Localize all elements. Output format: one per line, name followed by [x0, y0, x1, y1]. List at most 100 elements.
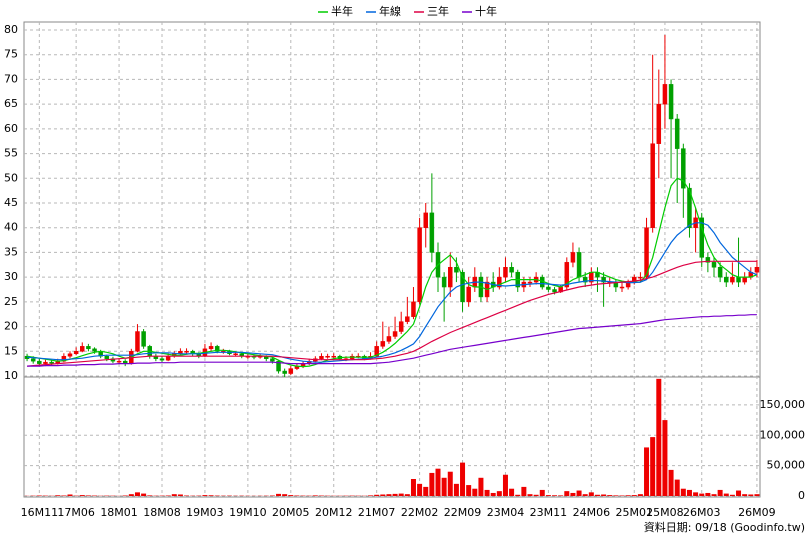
candle-body	[185, 351, 189, 352]
candle-body	[209, 346, 213, 348]
volume-bar	[712, 494, 717, 496]
candle-body	[117, 361, 121, 362]
y-tick-label: 55	[4, 147, 18, 160]
volume-bar	[423, 487, 428, 496]
candle-body	[467, 287, 471, 302]
x-tick-label: 22M02	[401, 506, 439, 519]
volume-bar	[313, 495, 318, 496]
y-tick-label: 60	[4, 122, 18, 135]
candle-body	[424, 213, 428, 228]
volume-bar	[55, 495, 60, 496]
candle-body	[669, 84, 673, 119]
volume-bar	[491, 493, 496, 496]
volume-bar	[466, 485, 471, 496]
volume-bar	[399, 494, 404, 496]
candle-body	[528, 282, 532, 283]
volume-bar	[662, 420, 667, 496]
volume-bar	[626, 495, 631, 496]
candle-body	[442, 277, 446, 287]
volume-bar	[607, 495, 612, 496]
volume-bar	[577, 491, 582, 496]
candle-body	[86, 346, 90, 348]
candle-body	[743, 277, 747, 282]
volume-bar	[693, 492, 698, 496]
candle-body	[730, 277, 734, 282]
volume-bar	[503, 475, 508, 496]
x-tick-label: 19M10	[229, 506, 267, 519]
volume-bar	[172, 494, 177, 496]
candle-body	[387, 336, 391, 341]
candle-body	[651, 144, 655, 228]
volume-bar	[178, 494, 183, 496]
candle-body	[553, 290, 557, 292]
candle-body	[74, 351, 78, 353]
legend-label: 十年	[475, 4, 497, 18]
volume-bar	[147, 495, 152, 496]
volume-bar	[675, 480, 680, 496]
volume-bar	[687, 490, 692, 496]
volume-bar	[570, 493, 575, 496]
y-tick-label: 25	[4, 295, 18, 308]
volume-bar	[209, 495, 214, 496]
legend-label: 三年	[427, 4, 449, 18]
volume-bar	[528, 494, 533, 496]
volume-tick-label: 50,000	[767, 459, 806, 472]
candle-body	[43, 362, 47, 363]
candle-body	[50, 362, 54, 363]
volume-bar	[546, 495, 551, 496]
candle-body	[135, 332, 139, 352]
y-tick-label: 10	[4, 369, 18, 382]
y-tick-label: 65	[4, 97, 18, 110]
x-tick-label: 19M03	[186, 506, 224, 519]
volume-bar	[80, 495, 85, 496]
volume-bar	[564, 491, 569, 496]
candle-body	[142, 332, 146, 347]
volume-bar	[129, 494, 134, 496]
volume-bar	[736, 491, 741, 496]
volume-bar	[638, 494, 643, 496]
candle-body	[712, 262, 716, 267]
volume-bar	[386, 494, 391, 496]
x-tick-label: 24M06	[573, 506, 611, 519]
y-tick-label: 20	[4, 320, 18, 333]
volume-bar	[460, 463, 465, 496]
x-tick-label: 26M03	[683, 506, 721, 519]
y-tick-label: 15	[4, 344, 18, 357]
candle-body	[399, 322, 403, 332]
x-tick-label: 26M09	[738, 506, 776, 519]
volume-bar	[380, 494, 385, 496]
x-tick-label: 23M11	[530, 506, 568, 519]
candle-body	[93, 349, 97, 351]
volume-bar	[705, 493, 710, 496]
volume-bar	[485, 490, 490, 496]
volume-bar	[429, 473, 434, 496]
volume-tick-label: 0	[798, 489, 805, 502]
candle-body	[31, 359, 35, 361]
candle-body	[283, 371, 287, 373]
x-tick-label: 25M08	[646, 506, 684, 519]
volume-bar	[417, 484, 422, 496]
candle-body	[657, 104, 661, 144]
legend-label: 年線	[379, 4, 401, 18]
candle-body	[80, 346, 84, 351]
candle-body	[571, 252, 575, 262]
x-tick-label: 22M09	[444, 506, 482, 519]
volume-tick-label: 150,000	[760, 398, 806, 411]
candle-body	[326, 356, 330, 357]
volume-bar	[497, 491, 502, 496]
candle-body	[332, 356, 336, 357]
candle-body	[381, 341, 385, 346]
candle-body	[454, 267, 458, 272]
candle-body	[393, 332, 397, 337]
volume-bar	[552, 495, 557, 496]
volume-bar	[644, 447, 649, 496]
y-tick-label: 40	[4, 221, 18, 234]
y-tick-label: 50	[4, 171, 18, 184]
volume-bar	[276, 494, 281, 496]
volume-bar	[436, 469, 441, 496]
volume-bar	[68, 494, 73, 496]
candle-body	[105, 356, 109, 358]
candle-body	[503, 267, 507, 277]
volume-bar	[681, 489, 686, 496]
volume-tick-label: 100,000	[760, 428, 806, 441]
